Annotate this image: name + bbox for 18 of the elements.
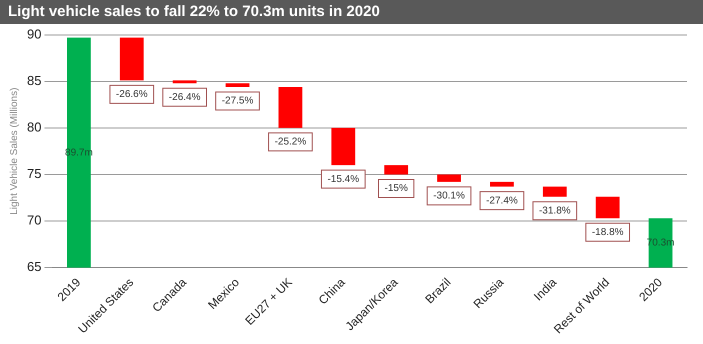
annotation: -26.4% xyxy=(168,92,201,103)
annotation: -27.5% xyxy=(222,96,254,107)
y-tick-label: 65 xyxy=(26,259,42,274)
y-tick-label: 80 xyxy=(26,119,42,134)
annotation: -26.6% xyxy=(116,89,148,100)
annotation: -15% xyxy=(384,183,408,194)
y-tick-label: 70 xyxy=(26,212,42,228)
annotation: -18.8% xyxy=(592,226,624,238)
y-tick-label: 85 xyxy=(26,72,42,88)
y-tick-label: 90 xyxy=(26,26,42,42)
y-tick-label: 75 xyxy=(26,166,42,182)
annotation: -25.2% xyxy=(274,136,306,148)
annotation: -30.1% xyxy=(433,190,465,202)
chart-title: Light vehicle sales to fall 22% to 70.3m units in 2020 xyxy=(0,0,703,24)
annotation: -15.4% xyxy=(327,174,360,185)
y-axis-title: Light Vehicle Sales (Millions) xyxy=(8,88,20,215)
annotation: -31.8% xyxy=(538,206,571,217)
annotation: -27.4% xyxy=(486,195,518,206)
